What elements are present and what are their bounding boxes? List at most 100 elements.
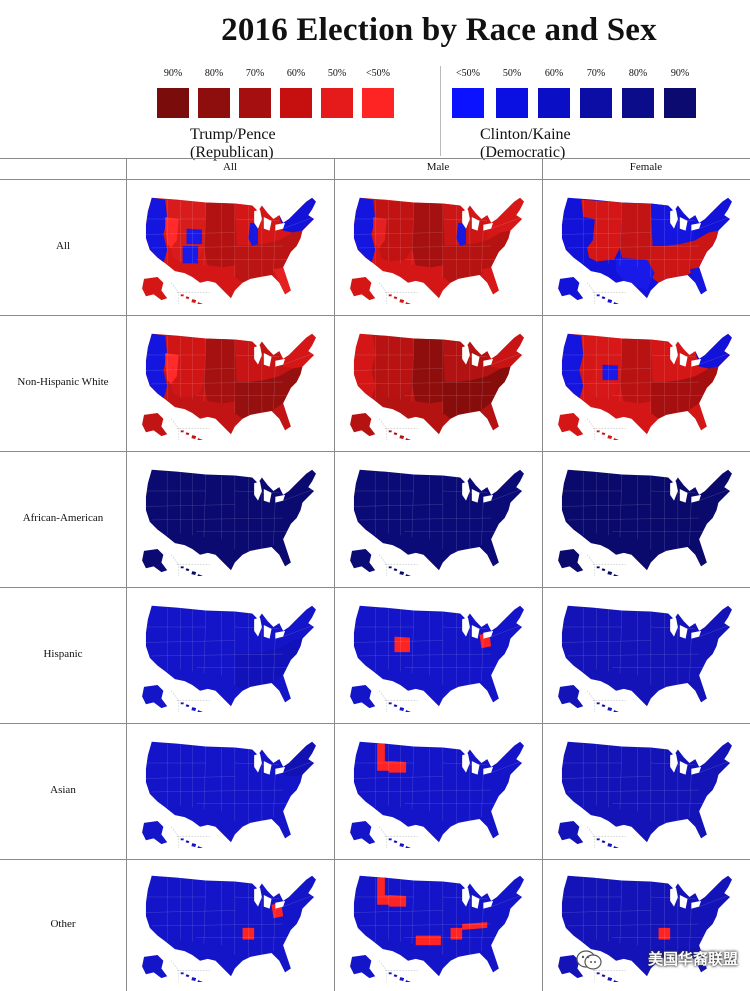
grid-row-divider (0, 158, 750, 159)
us-map (142, 741, 316, 848)
legend-republican-swatch (321, 88, 353, 118)
region-northeast (695, 333, 732, 369)
great-lakes (670, 617, 702, 639)
region-nevada (165, 217, 179, 248)
hawaii (596, 294, 619, 304)
column-header-male: Male (426, 161, 450, 173)
inset-divider (586, 282, 626, 304)
inset-divider (586, 554, 626, 576)
grid-col-divider (334, 158, 335, 991)
map-african-american-female (551, 462, 741, 576)
map-base-region (353, 469, 524, 571)
region-illinois (248, 222, 259, 247)
map-hispanic-all (135, 598, 325, 712)
hawaii (180, 838, 203, 848)
map-base-region (145, 741, 316, 843)
column-header-female: Female (629, 161, 663, 173)
legend-democratic-label: Clinton/Kaine (Democratic) (480, 126, 571, 161)
us-map (350, 469, 524, 576)
region-northeast (279, 741, 316, 777)
us-map (558, 605, 732, 712)
legend-republican-level-label: 80% (204, 68, 224, 79)
alaska (558, 412, 584, 437)
legend-republican-label: Trump/Pence (Republican) (190, 126, 276, 161)
region-south (442, 230, 511, 283)
region-colorado (394, 636, 410, 653)
legend-democratic-swatch (664, 88, 696, 118)
map-non-hispanic-white-female (551, 326, 741, 440)
hawaii (388, 702, 411, 712)
inset-divider (378, 418, 418, 440)
region-colorado (602, 364, 618, 381)
inset-divider (170, 282, 210, 304)
region-newmexico (182, 246, 199, 264)
legend-republican-swatch (198, 88, 230, 118)
legend-republican-level-label: 60% (286, 68, 306, 79)
region-south (234, 366, 303, 419)
region-texasnorth (415, 935, 441, 946)
region-wyoming (388, 761, 407, 773)
great-lakes (254, 209, 286, 231)
us-map (558, 741, 732, 848)
row-header-non-hispanic-white: Non-Hispanic White (17, 376, 109, 388)
region-west (561, 333, 584, 400)
region-south (650, 230, 719, 283)
legend-republican-swatch (239, 88, 271, 118)
region-west (353, 333, 376, 400)
region-plains (619, 202, 653, 268)
hawaii (388, 838, 411, 848)
region-northeast (279, 197, 316, 233)
great-lakes (462, 209, 494, 231)
alaska (142, 276, 168, 301)
legend-democratic-level-label: 60% (544, 68, 564, 79)
inset-divider (170, 418, 210, 440)
region-florida (273, 267, 291, 295)
legend-democratic-level-label: 50% (502, 68, 522, 79)
map-african-american-male (343, 462, 533, 576)
alaska (142, 548, 168, 573)
great-lakes (254, 887, 286, 909)
map-hispanic-female (551, 598, 741, 712)
region-illinois (456, 222, 467, 247)
map-non-hispanic-white-all (135, 326, 325, 440)
region-west (353, 197, 376, 264)
us-map (142, 469, 316, 576)
grid-row-divider (0, 315, 750, 316)
region-south (442, 366, 511, 419)
grid-row-divider (0, 587, 750, 588)
hawaii (596, 702, 619, 712)
region-mountain (373, 335, 414, 398)
alaska (142, 684, 168, 709)
region-colorado (186, 228, 202, 245)
region-mountain (373, 199, 414, 262)
region-arkansas (450, 927, 463, 940)
grid-col-divider (542, 158, 543, 991)
inset-divider (170, 826, 210, 848)
map-non-hispanic-white-male (343, 326, 533, 440)
region-florida (481, 267, 499, 295)
region-nevada (165, 353, 179, 384)
hawaii (180, 972, 203, 982)
hawaii (596, 972, 619, 982)
map-african-american-all (135, 462, 325, 576)
row-header-other: Other (50, 918, 76, 930)
inset-divider (378, 826, 418, 848)
grid-row-divider (0, 723, 750, 724)
alaska (350, 548, 376, 573)
watermark: 美国华裔联盟 (647, 950, 738, 968)
map-all-female (551, 190, 741, 304)
inset-divider (378, 282, 418, 304)
alaska (350, 276, 376, 301)
map-base-region (561, 741, 732, 843)
inset-divider (170, 554, 210, 576)
legend-republican-swatch (280, 88, 312, 118)
legend-democratic-level-label: 80% (628, 68, 648, 79)
inset-divider (378, 690, 418, 712)
region-nevada (373, 217, 387, 248)
region-mountain (165, 335, 206, 398)
us-map (558, 469, 732, 576)
hawaii (388, 430, 411, 440)
inset-divider (170, 960, 210, 982)
row-header-asian: Asian (50, 784, 76, 796)
map-all-all (135, 190, 325, 304)
